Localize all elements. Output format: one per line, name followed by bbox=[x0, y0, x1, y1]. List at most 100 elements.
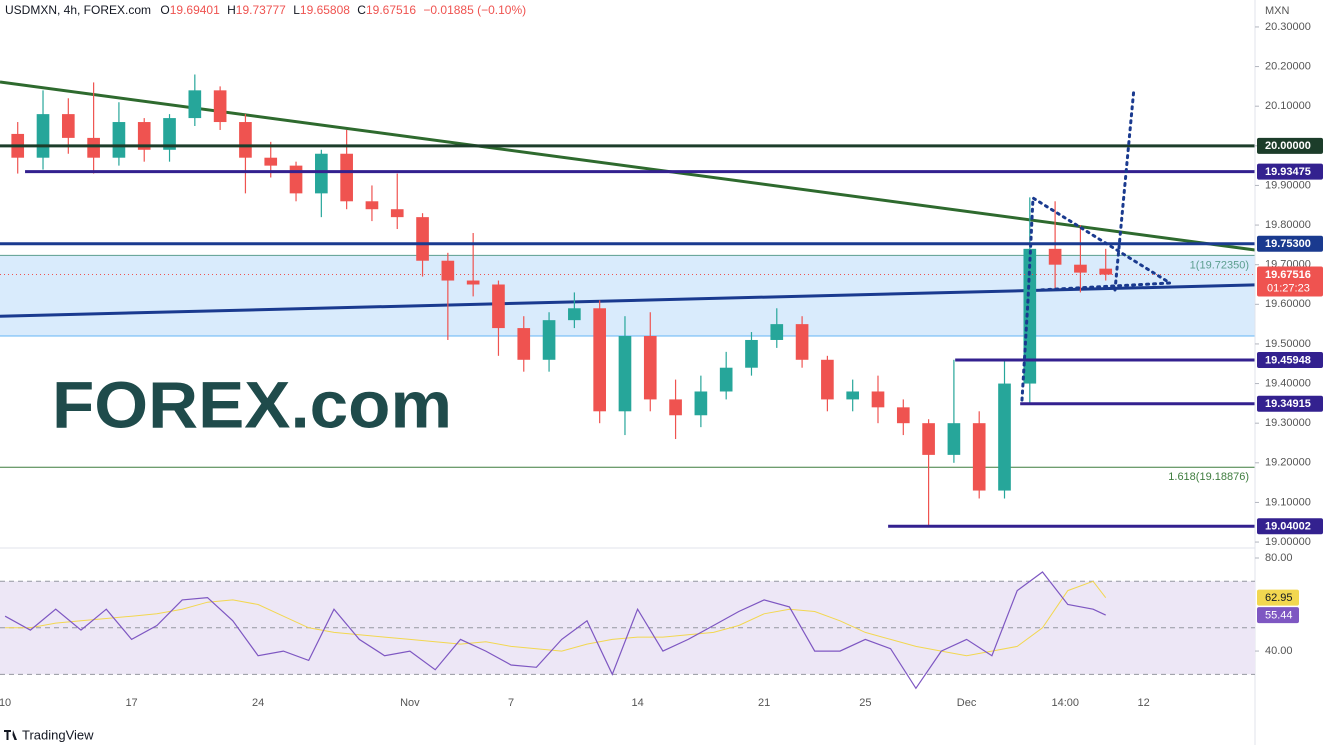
level-tag bbox=[1257, 137, 1323, 154]
candle-body bbox=[593, 308, 606, 412]
rsi-line bbox=[5, 580, 1107, 657]
level-tag-label: 20.00000 bbox=[1265, 140, 1311, 152]
candle-body bbox=[289, 165, 303, 194]
candle-body bbox=[896, 407, 910, 424]
level-tag-label: 19.45948 bbox=[1265, 354, 1311, 366]
candle-body bbox=[492, 284, 505, 329]
y-tick-label: 19.10000 bbox=[1265, 496, 1311, 508]
level-tag bbox=[1257, 235, 1323, 252]
x-tick-label: 10 bbox=[0, 697, 11, 709]
countdown: 01:27:23 bbox=[1267, 282, 1310, 294]
flag-pattern bbox=[1020, 195, 1175, 402]
header: USDMXN, 4h, FOREX.com O19.69401 H19.7377… bbox=[5, 3, 526, 17]
candle-body bbox=[137, 122, 151, 150]
trendline bbox=[0, 80, 1256, 252]
candle-body bbox=[770, 324, 784, 340]
level-tag bbox=[1257, 518, 1323, 535]
last-price-tag bbox=[1257, 266, 1323, 297]
candle-body bbox=[821, 359, 834, 400]
y-tick-label: 20.30000 bbox=[1265, 21, 1311, 33]
candle-body bbox=[163, 118, 176, 150]
ohlc-label: L bbox=[293, 3, 300, 17]
candle-body bbox=[719, 367, 733, 392]
ohlc-label: H bbox=[227, 3, 236, 17]
candle-body bbox=[61, 114, 75, 138]
x-tick-label: 7 bbox=[508, 697, 514, 709]
y-tick-label: 19.50000 bbox=[1265, 338, 1311, 350]
x-tick-label: 25 bbox=[859, 697, 871, 709]
candle-body bbox=[972, 423, 986, 491]
candle-body bbox=[466, 280, 480, 285]
x-tick-label: 14 bbox=[631, 697, 643, 709]
fib-label: 1.618(19.18876) bbox=[1168, 471, 1249, 483]
level-tag-label: 19.04002 bbox=[1265, 521, 1311, 533]
level-tag bbox=[1257, 395, 1323, 412]
candle-body bbox=[922, 423, 935, 455]
rsi-line bbox=[4, 571, 1106, 690]
symbol: USDMXN, 4h, FOREX.com bbox=[5, 3, 151, 17]
level-tag bbox=[1257, 163, 1323, 180]
candle-body bbox=[745, 339, 758, 368]
y-tick-label: 40.00 bbox=[1265, 645, 1293, 657]
candle-body bbox=[315, 153, 328, 194]
ohlc-value: 19.73777 bbox=[236, 3, 286, 17]
x-tick-label: Nov bbox=[400, 697, 420, 709]
y-tick-label: 19.90000 bbox=[1265, 179, 1311, 191]
ohlc-label: O bbox=[160, 3, 169, 17]
candle-body bbox=[390, 209, 404, 218]
candle-body bbox=[871, 391, 885, 408]
candle-body bbox=[365, 201, 379, 210]
candle-body bbox=[846, 391, 860, 400]
candle-body bbox=[36, 114, 50, 158]
candle-body bbox=[795, 324, 809, 360]
level-tag-label: 19.34915 bbox=[1265, 398, 1311, 410]
level-tag bbox=[1257, 351, 1323, 368]
candle-body bbox=[1099, 268, 1113, 275]
candle-body bbox=[112, 122, 126, 158]
ohlc-label: C bbox=[357, 3, 366, 17]
x-tick-label: Dec bbox=[957, 697, 977, 709]
candle-body bbox=[643, 336, 657, 400]
candle-body bbox=[542, 320, 556, 360]
x-tick-label: 14:00 bbox=[1051, 697, 1079, 709]
candle-body bbox=[669, 399, 682, 416]
rsi-tag bbox=[1257, 589, 1299, 606]
tv-icon bbox=[4, 730, 17, 740]
y-tick-label: 80.00 bbox=[1265, 552, 1293, 564]
candle-body bbox=[87, 137, 100, 158]
footer-text: TradingView bbox=[22, 727, 94, 742]
x-tick-label: 24 bbox=[252, 697, 264, 709]
change: −0.01885 (−0.10%) bbox=[423, 3, 526, 17]
x-tick-label: 17 bbox=[125, 697, 137, 709]
rsi-pane bbox=[0, 571, 1255, 690]
unit: MXN bbox=[1265, 5, 1290, 17]
fib-label: 1(19.72350) bbox=[1190, 259, 1249, 271]
candle-body bbox=[188, 90, 202, 119]
candle-body bbox=[416, 217, 429, 261]
candle-body bbox=[1048, 248, 1062, 265]
y-tick-label: 19.80000 bbox=[1265, 219, 1311, 231]
ohlc-value: 19.69401 bbox=[170, 3, 220, 17]
candle-body bbox=[1074, 264, 1087, 273]
candle-body bbox=[340, 153, 353, 202]
axes: 19.00000 19.10000 19.20000 19.30000 19.40000… bbox=[0, 21, 1323, 709]
last-price-label: 19.67516 bbox=[1265, 269, 1311, 281]
trendline bbox=[0, 283, 1256, 318]
ohlc-value: 19.67516 bbox=[366, 3, 416, 17]
y-tick-label: 19.30000 bbox=[1265, 417, 1311, 429]
candle-body bbox=[239, 122, 252, 158]
projection-line bbox=[1113, 86, 1136, 292]
rsi-tag bbox=[1257, 607, 1299, 624]
ohlc-value: 19.65808 bbox=[300, 3, 350, 17]
rsi-tag-label: 62.95 bbox=[1265, 592, 1293, 604]
candle-body bbox=[517, 328, 531, 360]
y-tick-label: 19.40000 bbox=[1265, 377, 1311, 389]
level-tag-label: 19.75300 bbox=[1265, 238, 1311, 250]
footer: TradingView bbox=[4, 727, 94, 742]
x-tick-label: 21 bbox=[758, 697, 770, 709]
rsi-tag-label: 55.44 bbox=[1265, 610, 1293, 622]
level-tag-label: 19.93475 bbox=[1265, 166, 1311, 178]
y-tick-label: 20.10000 bbox=[1265, 100, 1311, 112]
